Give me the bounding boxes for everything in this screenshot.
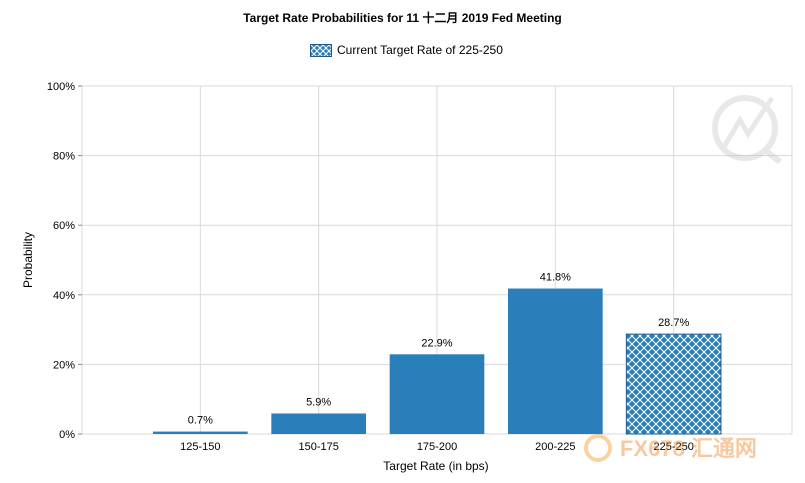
bar-current-target xyxy=(625,333,722,435)
brand-watermark-icon xyxy=(584,434,612,462)
y-axis-title: Probability xyxy=(21,232,35,288)
bar xyxy=(389,354,485,434)
bar xyxy=(153,431,248,434)
bar-data-label: 5.9% xyxy=(306,396,331,408)
brand-watermark-text: FX678 汇通网 xyxy=(620,436,757,461)
x-axis-title: Target Rate (in bps) xyxy=(383,459,488,473)
data-labels: 0.7% 5.9% 22.9% 41.8% 28.7% xyxy=(188,272,690,427)
x-axis-ticks: 125-150 150-175 175-200 200-225 225-250 xyxy=(180,441,694,453)
chart-legend: Current Target Rate of 225-250 xyxy=(310,43,503,57)
x-tick-label: 175-200 xyxy=(417,441,457,453)
legend-swatch-hatched xyxy=(310,43,332,57)
bar xyxy=(271,413,366,434)
y-tick-label: 80% xyxy=(53,151,75,163)
y-tick-label: 100% xyxy=(47,81,75,93)
y-tick-label: 40% xyxy=(53,290,75,302)
bar-data-label: 41.8% xyxy=(540,272,571,284)
x-tick-label: 125-150 xyxy=(180,441,220,453)
bar-data-label: 22.9% xyxy=(421,337,452,349)
bar xyxy=(508,288,603,434)
x-tick-label: 150-175 xyxy=(298,441,338,453)
y-axis-ticks: 0% 20% 40% 60% 80% 100% xyxy=(47,81,82,441)
logo-watermark-icon xyxy=(712,95,782,165)
x-tick-label: 200-225 xyxy=(535,441,575,453)
y-tick-label: 60% xyxy=(53,220,75,232)
y-tick-label: 0% xyxy=(59,429,75,441)
legend-label: Current Target Rate of 225-250 xyxy=(337,43,503,57)
x-tick-label: 225-250 xyxy=(653,441,693,453)
gridlines xyxy=(81,85,793,435)
y-tick-label: 20% xyxy=(53,359,75,371)
bar-data-label: 28.7% xyxy=(658,317,689,329)
brand-watermark: FX678 汇通网 xyxy=(584,434,757,462)
chart-title: Target Rate Probabilities for 11 十二月 201… xyxy=(243,11,562,25)
bars xyxy=(153,288,722,435)
bar-data-label: 0.7% xyxy=(188,415,213,427)
